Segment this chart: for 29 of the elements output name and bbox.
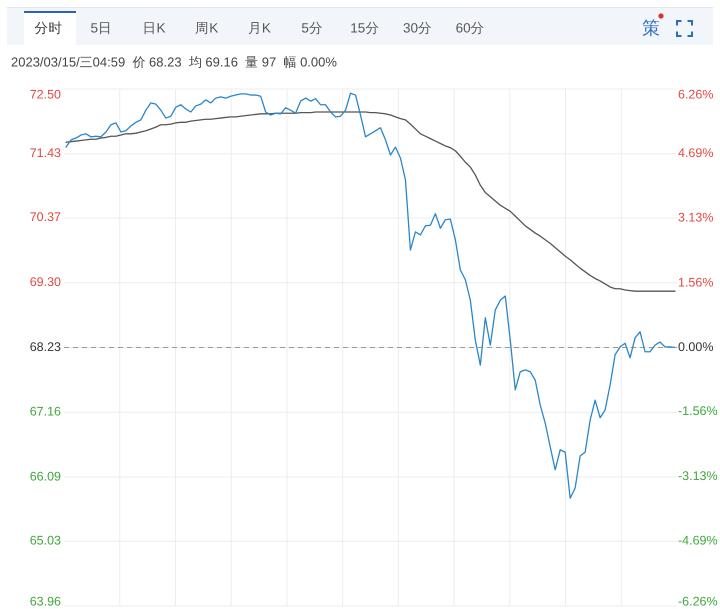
text: 30分 bbox=[402, 20, 432, 36]
y2-tick-label: 0.00% bbox=[678, 340, 714, 354]
text: 15分 bbox=[350, 20, 380, 36]
y2-tick-label: -4.69% bbox=[678, 533, 718, 548]
y2-tick-label: 4.69% bbox=[678, 146, 714, 160]
y2-tick-label: -1.56% bbox=[678, 404, 718, 418]
y-tick-label: 63.96 bbox=[30, 594, 62, 608]
y2-tick-label: -3.13% bbox=[678, 469, 718, 484]
y2-tick-label: -6.26% bbox=[678, 594, 718, 608]
text: 周K bbox=[195, 20, 218, 36]
text: 日K bbox=[142, 20, 166, 36]
y-tick-label: 66.09 bbox=[30, 469, 62, 484]
y-tick-label: 71.43 bbox=[30, 146, 62, 160]
y2-tick-label: 1.56% bbox=[678, 275, 714, 290]
y-tick-label: 72.50 bbox=[30, 87, 62, 102]
y2-tick-label: 3.13% bbox=[678, 210, 714, 225]
text: 5日 bbox=[90, 20, 112, 36]
text: 60分 bbox=[456, 20, 485, 36]
y2-tick-label: 6.26% bbox=[678, 87, 714, 102]
y-tick-label: 70.37 bbox=[30, 210, 62, 224]
y-tick-label: 65.03 bbox=[30, 534, 62, 548]
text: 策 bbox=[642, 18, 660, 38]
y-tick-label: 68.23 bbox=[30, 340, 62, 354]
chart-subtitle: 2023/03/15/三04:59 价 68.23 均 69.16 量 97 幅 0.00% bbox=[11, 54, 338, 70]
text: 月K bbox=[248, 20, 271, 36]
text: 5分 bbox=[301, 20, 323, 36]
y-tick-label: 67.16 bbox=[30, 404, 62, 419]
y-tick-label: 69.30 bbox=[30, 275, 62, 290]
text: 分时 bbox=[34, 20, 63, 36]
